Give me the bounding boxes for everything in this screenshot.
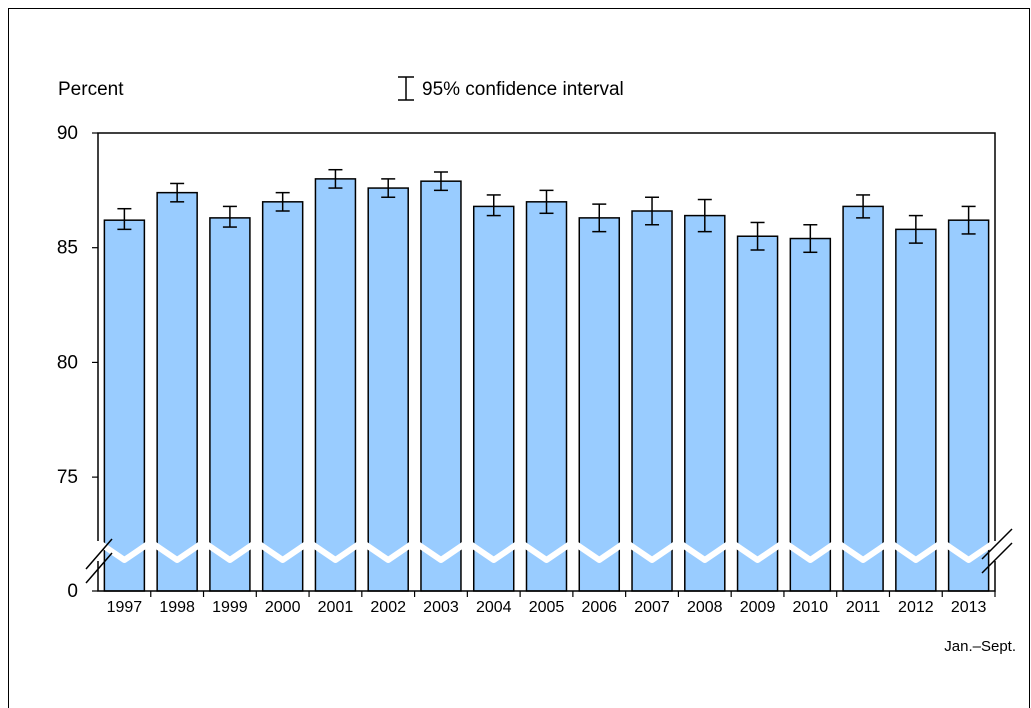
x-tick-label: 2008: [687, 599, 723, 616]
x-tick-label: 2005: [529, 599, 565, 616]
bar: [578, 217, 621, 592]
bar: [472, 205, 515, 592]
x-tick-label: 2007: [634, 599, 670, 616]
bar: [947, 219, 990, 592]
x-tick-label: 1998: [159, 599, 195, 616]
x-tick-label: 2000: [265, 599, 301, 616]
x-tick-label: 2009: [740, 599, 776, 616]
axis-break-mark: [85, 552, 113, 584]
x-tick-label: 2001: [318, 599, 354, 616]
figure-frame: [8, 8, 1030, 708]
y-tick-label: 85: [57, 238, 78, 259]
x-tick-label: 2011: [846, 599, 881, 616]
bar: [631, 210, 673, 592]
axis-break-gap: [992, 541, 998, 561]
x-tick-label: 2002: [370, 599, 406, 616]
x-tick-label: 1997: [107, 599, 143, 616]
bar: [314, 178, 357, 592]
axis-break-mark: [981, 542, 1013, 574]
x-tick-label: 1999: [212, 599, 248, 616]
bar: [367, 187, 409, 592]
bar: [209, 217, 251, 592]
bar: [789, 237, 832, 592]
y-tick-label: 75: [57, 467, 78, 488]
y-axis-label: Percent: [58, 79, 124, 100]
date-range-note: Jan.–Sept.: [944, 638, 1016, 655]
axis-break-mark: [981, 528, 1013, 560]
y-tick-label: 0: [67, 581, 78, 602]
x-tick-label: 2006: [581, 599, 617, 616]
confidence-interval-legend-icon: [398, 76, 414, 101]
bar: [684, 214, 726, 592]
bar: [895, 228, 937, 592]
x-tick-label: 2012: [898, 599, 934, 616]
x-tick-label: 2004: [476, 599, 512, 616]
axis-break-band: [87, 539, 997, 563]
bar: [525, 201, 568, 592]
bar: [842, 205, 884, 592]
x-tick-label: 2013: [951, 599, 987, 616]
y-tick-label: 90: [57, 123, 78, 144]
legend-label: 95% confidence interval: [422, 79, 624, 100]
axis-break-mark: [85, 538, 113, 570]
bar: [103, 219, 146, 592]
y-tick-label: 80: [57, 352, 78, 373]
bar: [420, 180, 462, 592]
axis-break-gap: [95, 541, 101, 561]
bar: [261, 201, 304, 592]
x-tick-label: 2003: [423, 599, 459, 616]
bar: [736, 235, 779, 592]
bar: [156, 191, 198, 592]
x-tick-label: 2010: [793, 599, 829, 616]
legend: 95% confidence interval: [398, 76, 624, 101]
